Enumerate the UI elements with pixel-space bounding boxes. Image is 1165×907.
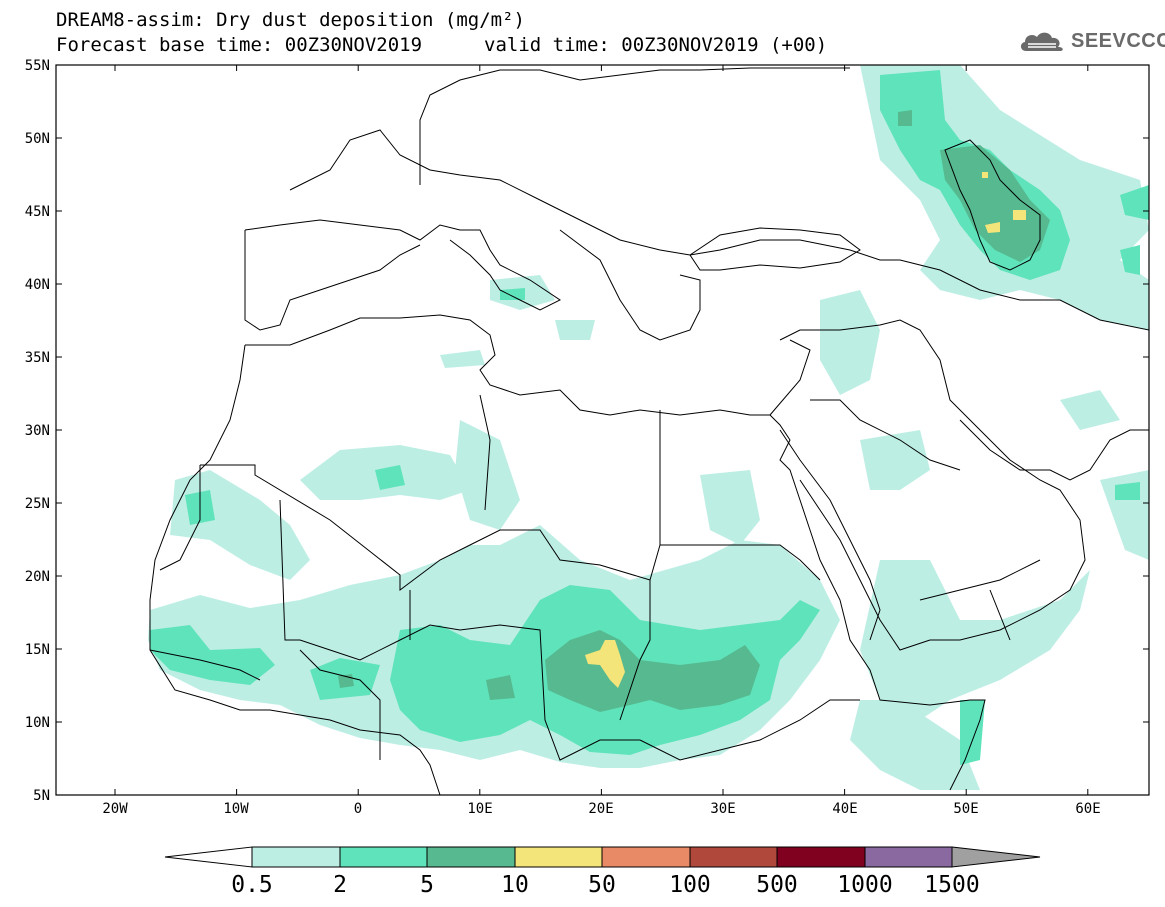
lon-label: 30E	[710, 801, 735, 817]
lat-label: 5N	[33, 788, 50, 804]
lat-label: 50N	[25, 131, 50, 147]
lon-label: 20E	[588, 801, 613, 817]
lon-label: 40E	[832, 801, 857, 817]
valid-time: valid time: 00Z30NOV2019 (+00)	[484, 34, 828, 56]
colorbar-swatch	[776, 846, 866, 868]
colorbar-label: 1000	[837, 872, 893, 898]
lat-label: 35N	[25, 350, 50, 366]
colorbar-low-arrow	[164, 846, 253, 868]
colorbar-swatch	[426, 846, 516, 868]
forecast-base-time: Forecast base time: 00Z30NOV2019	[56, 34, 423, 56]
lat-labels: 55N 50N 45N 40N 35N 30N 25N 20N 15N 10N …	[25, 58, 50, 804]
colorbar-swatch	[864, 846, 953, 868]
lat-label: 25N	[25, 496, 50, 512]
colorbar-label: 0.5	[231, 872, 273, 898]
axis-ticks	[56, 64, 1149, 796]
lon-label: 10W	[223, 801, 249, 817]
dust-field	[148, 65, 1149, 790]
colorbar-label: 500	[756, 872, 798, 898]
lon-labels: 20W 10W 0 10E 20E 30E 40E 50E 60E	[102, 801, 1100, 817]
colorbar-label: 50	[588, 872, 616, 898]
lat-label: 15N	[25, 642, 50, 658]
colorbar-high-arrow	[951, 846, 1041, 868]
lon-label: 10E	[467, 801, 492, 817]
seevccc-logo: SEEVCCC	[1018, 29, 1165, 53]
lon-label: 0	[354, 801, 362, 817]
colorbar-label: 5	[420, 872, 434, 898]
colorbar-swatch	[339, 846, 428, 868]
lat-label: 45N	[25, 204, 50, 220]
cloud-icon	[1020, 32, 1063, 51]
colorbar-label: 2	[333, 872, 347, 898]
dust-level-10	[585, 172, 1026, 688]
colorbar-swatch	[601, 846, 691, 868]
colorbar	[164, 846, 1041, 868]
chart-title: DREAM8-assim: Dry dust deposition (mg/m²…	[56, 9, 525, 31]
lat-label: 20N	[25, 569, 50, 585]
lon-label: 50E	[953, 801, 978, 817]
lat-label: 10N	[25, 715, 50, 731]
lon-label: 20W	[102, 801, 128, 817]
lat-label: 30N	[25, 423, 50, 439]
logo-text: SEEVCCC	[1071, 29, 1165, 52]
lat-label: 40N	[25, 277, 50, 293]
colorbar-label: 1500	[924, 872, 980, 898]
colorbar-swatch	[689, 846, 778, 868]
colorbar-swatch	[514, 846, 603, 868]
colorbar-swatch	[251, 846, 341, 868]
colorbar-label: 100	[669, 872, 711, 898]
coastlines	[149, 67, 1149, 795]
lat-label: 55N	[25, 58, 50, 74]
lon-label: 60E	[1075, 801, 1100, 817]
colorbar-label: 10	[501, 872, 529, 898]
